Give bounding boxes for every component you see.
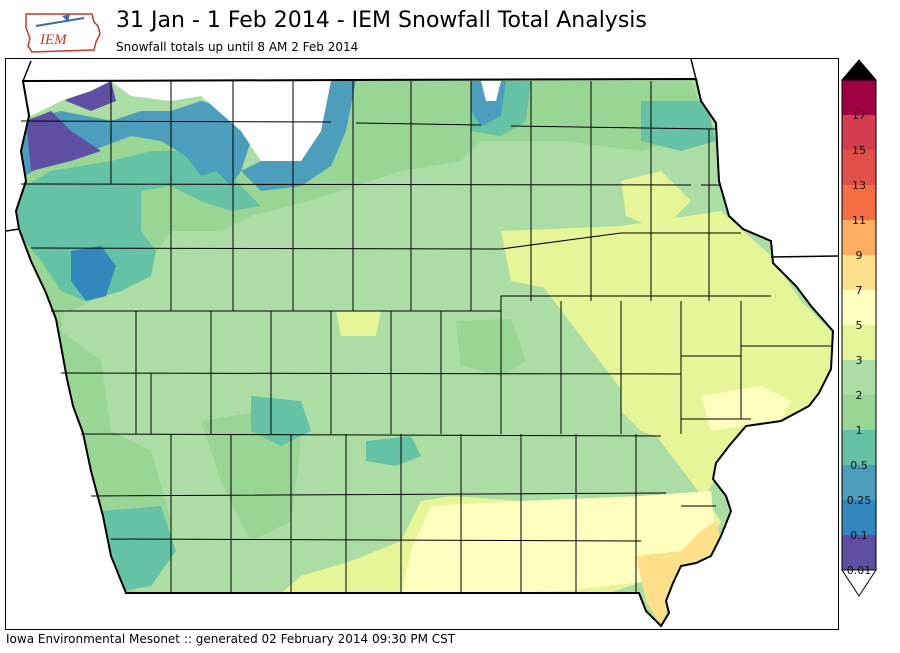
colorbar-label-1: 1 <box>856 424 863 437</box>
colorbar-swatch-11 <box>842 185 876 220</box>
iowa-state-border <box>14 77 835 628</box>
colorbar-swatch-9 <box>842 220 876 255</box>
snowfall-colorbar: 0.01 0.1 0.25 0.5 1 2 3 5 7 9 11 13 15 17 <box>836 58 898 600</box>
colorbar-label-0.5: 0.5 <box>850 459 868 472</box>
colorbar-swatch-17 <box>842 80 876 115</box>
snow-fill-025-05-northwest <box>16 101 251 186</box>
logo-text: IEM <box>39 32 68 48</box>
snow-fill-05-1-south-central <box>366 436 421 466</box>
snowfall-fill <box>16 79 833 626</box>
colorbar-label-11: 11 <box>852 214 866 227</box>
snow-fill-2-3-central <box>336 311 381 336</box>
colorbar-swatch-7 <box>842 255 876 290</box>
page-subtitle: Snowfall totals up until 8 AM 2 Feb 2014 <box>116 40 359 54</box>
snow-fill-2-3-east <box>501 229 631 301</box>
colorbar-label-9: 9 <box>856 249 863 262</box>
county-line-h4 <box>51 295 771 312</box>
county-line-h7 <box>90 492 716 507</box>
snow-fill-001-01-northwest <box>26 111 101 171</box>
colorbar-swatch-15 <box>842 115 876 150</box>
county-line-h6 <box>80 418 751 437</box>
snow-fill-none-north <box>481 81 501 101</box>
county-line-v-south <box>170 434 637 593</box>
page-title: 31 Jan - 1 Feb 2014 - IEM Snowfall Total… <box>116 8 647 33</box>
snow-fill-025-05-north <box>241 81 356 191</box>
colorbar-swatch-13 <box>842 150 876 185</box>
snow-fill-1-central <box>456 319 526 376</box>
colorbar-over-extend <box>840 59 878 81</box>
colorbar-label-5: 5 <box>856 319 863 332</box>
county-line-v-north <box>110 81 710 311</box>
colorbar-swatch-0.01 <box>842 535 876 570</box>
county-line-v-central <box>135 301 742 434</box>
colorbar-swatch-1 <box>842 395 876 430</box>
snow-fill-05-1-southwest <box>101 506 176 591</box>
snow-fill-05-1-northeast <box>641 101 716 151</box>
colorbar-swatch-0.1 <box>842 500 876 535</box>
snow-fill-none-northwest <box>21 81 331 161</box>
colorbar-label-7: 7 <box>856 284 863 297</box>
snow-fill-2-3-southeast <box>281 211 831 596</box>
colorbar-label-0.25: 0.25 <box>847 494 872 507</box>
county-borders <box>20 81 831 593</box>
county-line-h8 <box>110 538 642 542</box>
county-line-h1 <box>20 120 717 130</box>
county-line-h3 <box>30 232 741 250</box>
colorbar-label-3: 3 <box>856 354 863 367</box>
colorbar-label-0.1: 0.1 <box>850 529 868 542</box>
colorbar-label-13: 13 <box>852 179 866 192</box>
colorbar-swatch-0.25 <box>842 465 876 500</box>
county-line-h2 <box>20 183 721 186</box>
colorbar-swatch-0.5 <box>842 430 876 465</box>
snow-fill-05-1-central <box>251 396 311 446</box>
snowfall-map <box>5 58 839 630</box>
colorbar-swatch-3 <box>842 325 876 360</box>
iem-logo: IEM <box>22 8 104 56</box>
colorbar-label-0.01: 0.01 <box>847 564 872 577</box>
colorbar-label-2: 2 <box>856 389 863 402</box>
footer-credit: Iowa Environmental Mesonet :: generated … <box>6 632 456 646</box>
snow-fill-01-025-west <box>71 246 116 301</box>
colorbar-label-17: 17 <box>852 109 866 122</box>
colorbar-swatch-5 <box>842 290 876 325</box>
snow-fill-2-3-northeast <box>621 171 691 231</box>
colorbar-outline <box>841 79 877 571</box>
snow-fill-3-5-south <box>401 491 716 596</box>
neighbor-state-borders <box>6 59 838 258</box>
snow-fill-3-5-east <box>701 386 791 431</box>
colorbar-swatch-2 <box>842 360 876 395</box>
colorbar-label-15: 15 <box>852 144 866 157</box>
